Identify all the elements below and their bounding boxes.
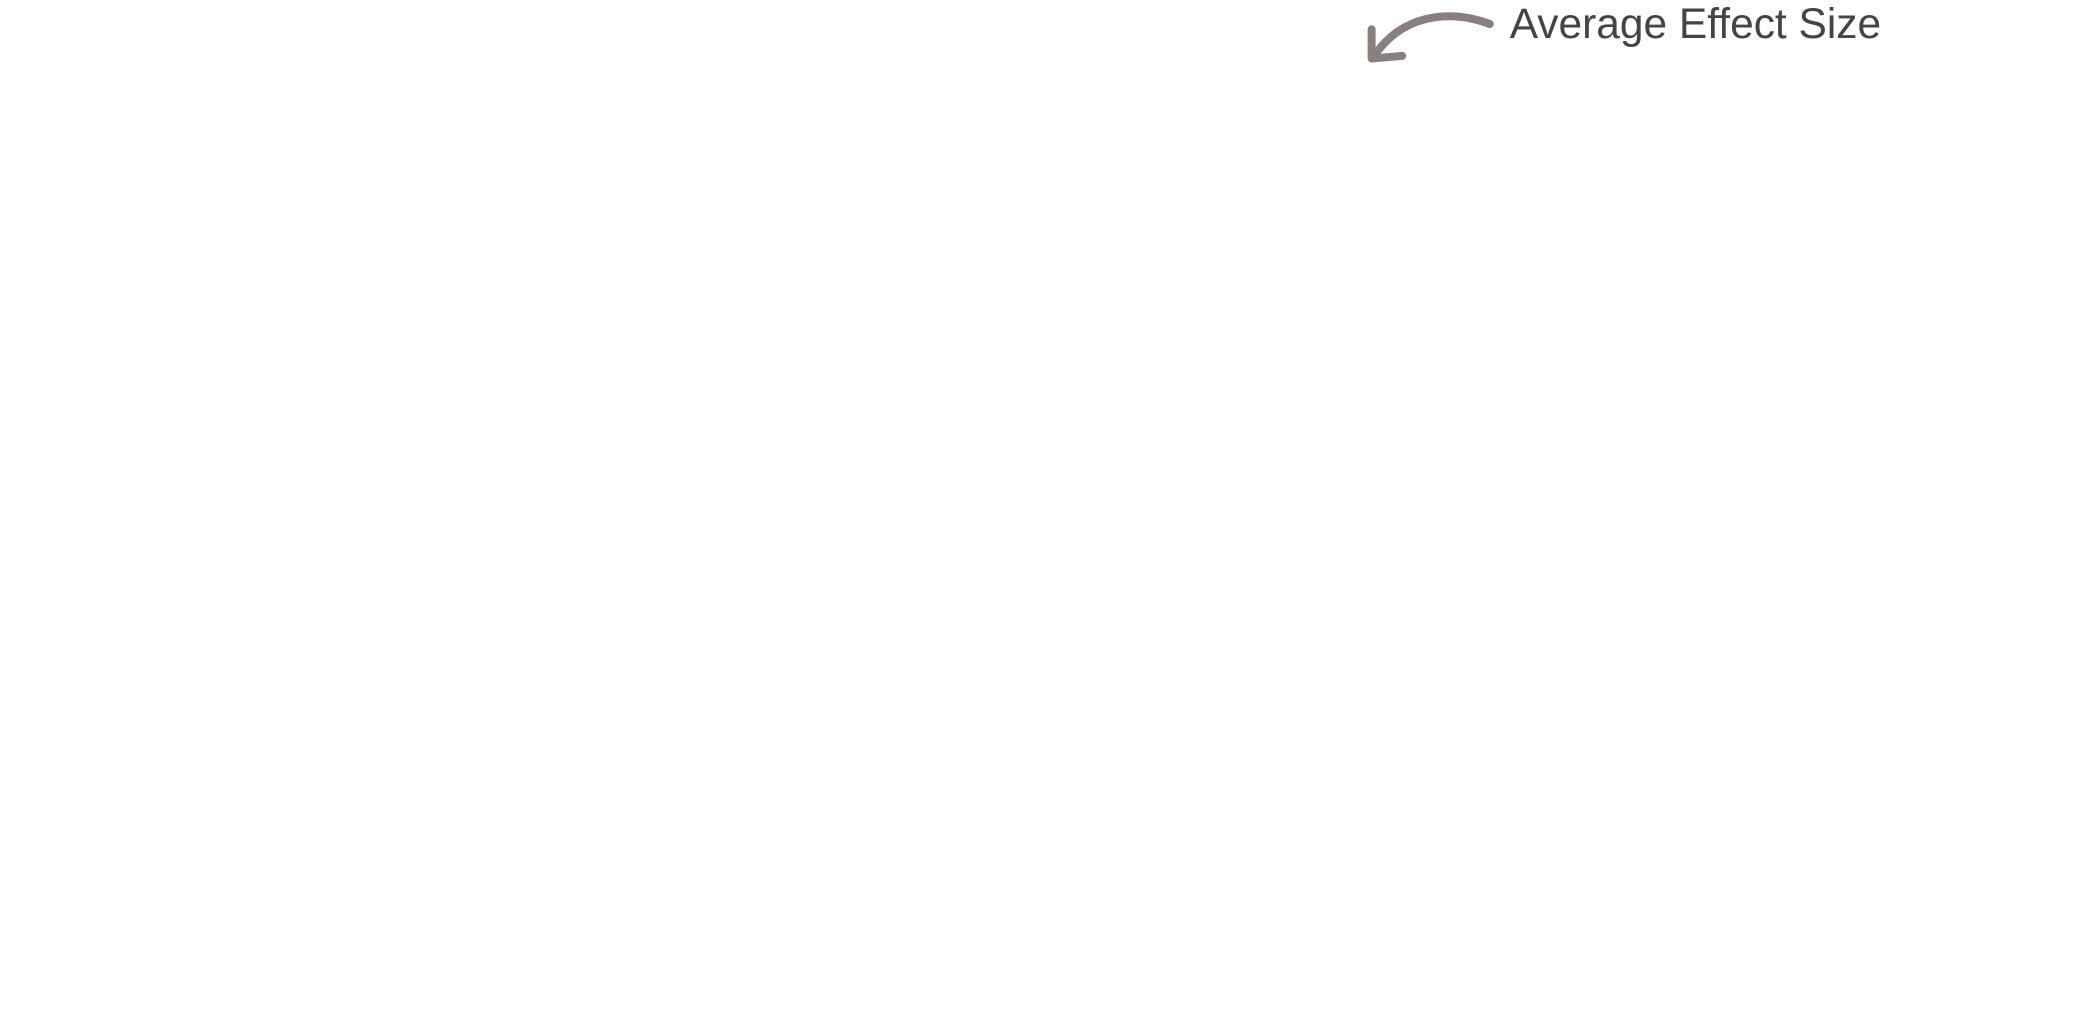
annotation-arrow [1370,12,1494,60]
annotation: Average Effect Size [1510,1,1881,48]
annotation-arrowhead [1367,25,1407,63]
